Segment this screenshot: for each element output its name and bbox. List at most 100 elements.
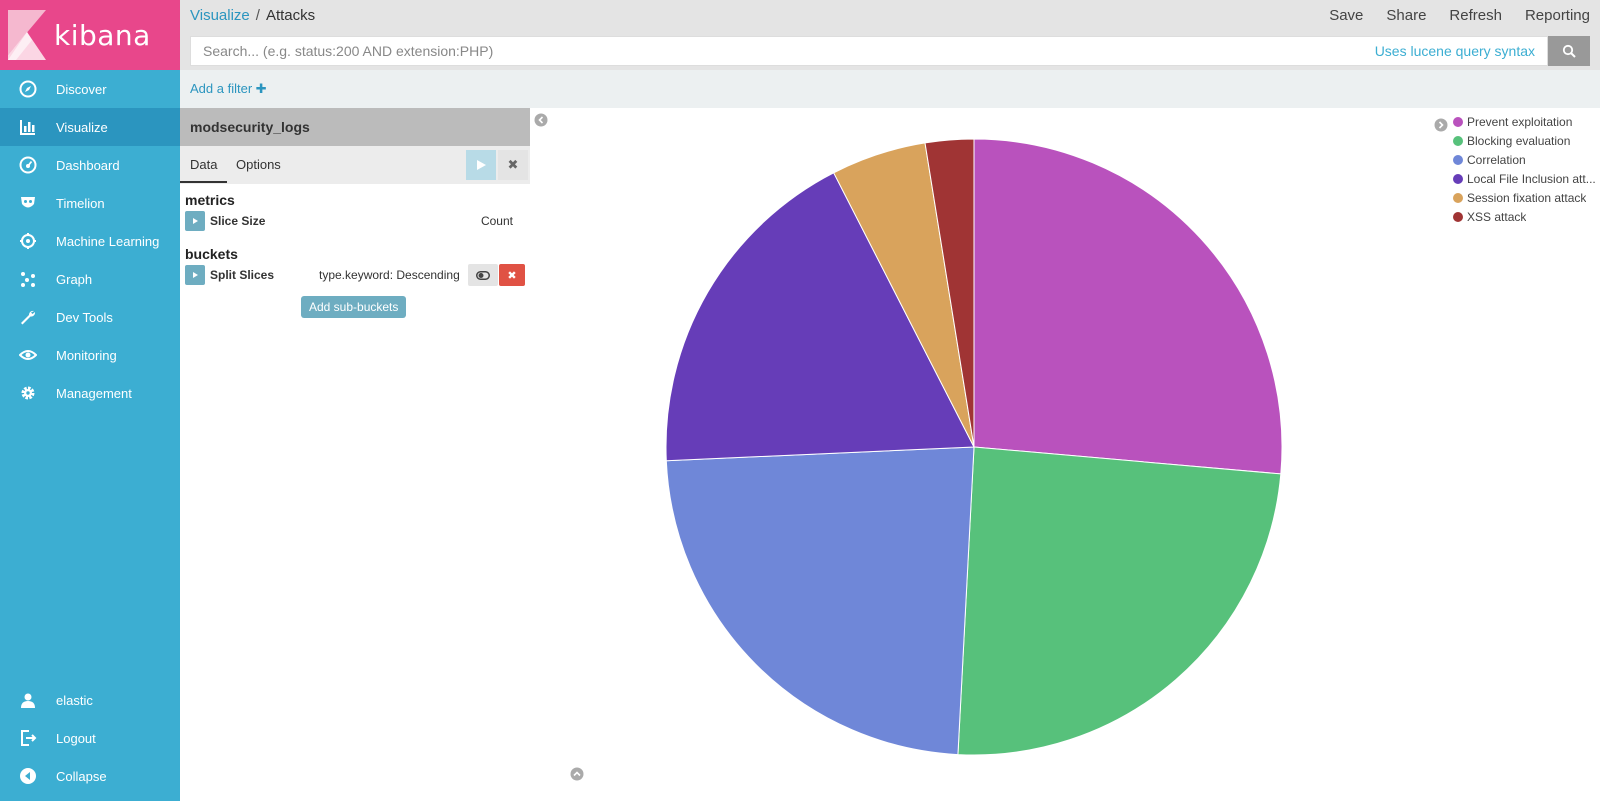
sidebar-item-dashboard[interactable]: Dashboard — [0, 146, 180, 184]
legend-label: Blocking evaluation — [1467, 133, 1571, 148]
sidebar-item-label: Collapse — [56, 768, 107, 784]
sidebar-item-dev-tools[interactable]: Dev Tools — [0, 298, 180, 336]
legend-label: Correlation — [1467, 152, 1526, 167]
sidebar-item-logout[interactable]: Logout — [0, 719, 180, 757]
save-button[interactable]: Save — [1329, 7, 1364, 24]
toggle-bucket-button[interactable] — [468, 264, 498, 286]
metrics-heading: metrics — [185, 192, 235, 208]
legend-item[interactable]: Correlation — [1453, 150, 1600, 169]
visualization-area: Prevent exploitation Blocking evaluation C… — [530, 108, 1600, 801]
legend-item[interactable]: Blocking evaluation — [1453, 131, 1600, 150]
search-bar: Search... (e.g. status:200 AND extension… — [190, 36, 1590, 66]
tab-options[interactable]: Options — [236, 157, 281, 172]
tab-data[interactable]: Data — [190, 157, 218, 172]
lucene-syntax-link[interactable]: Uses lucene query syntax — [1374, 43, 1535, 59]
reporting-button[interactable]: Reporting — [1524, 7, 1590, 24]
legend-item[interactable]: Prevent exploitation — [1453, 112, 1600, 131]
timelion-mask-icon — [18, 193, 38, 213]
sidebar-item-monitoring[interactable]: Monitoring — [0, 336, 180, 374]
legend-label: Session fixation attack — [1467, 190, 1587, 205]
add-sub-buckets-button[interactable]: Add sub-buckets — [301, 296, 407, 318]
eye-icon — [18, 345, 38, 365]
collapse-editor-button[interactable] — [534, 113, 548, 130]
legend-color-dot — [1453, 173, 1463, 184]
toggle-spy-panel-button[interactable] — [570, 767, 584, 784]
sidebar-item-label: Logout — [56, 730, 96, 746]
chevron-left-circle-icon — [534, 113, 548, 127]
sidebar-item-label: Monitoring — [56, 347, 117, 363]
breadcrumb-separator: / — [255, 7, 260, 24]
discard-changes-button[interactable]: ✖ — [498, 150, 528, 180]
metric-slice-size-row[interactable]: Slice Size Count — [185, 210, 525, 232]
index-pattern-title: modsecurity_logs — [180, 108, 530, 146]
sidebar-item-label: Visualize — [56, 119, 108, 135]
kibana-logo-icon — [8, 10, 46, 60]
search-placeholder: Search... (e.g. status:200 AND extension… — [203, 43, 494, 59]
wrench-icon — [18, 307, 38, 327]
share-button[interactable]: Share — [1386, 7, 1427, 24]
refresh-button[interactable]: Refresh — [1449, 7, 1502, 24]
legend-color-dot — [1453, 116, 1463, 127]
sidebar-item-timelion[interactable]: Timelion — [0, 184, 180, 222]
add-filter-label: Add a filter — [190, 81, 253, 96]
sidebar: kibana Discover Visualize Dashboard Timelio… — [0, 0, 180, 801]
search-input[interactable]: Search... (e.g. status:200 AND extension… — [190, 36, 1548, 66]
sidebar-item-label: Management — [56, 385, 132, 401]
top-actions: Save Share Refresh Reporting — [1329, 7, 1590, 24]
search-button[interactable] — [1548, 36, 1590, 66]
sidebar-item-label: Machine Learning — [56, 233, 160, 249]
sidebar-item-label: Graph — [56, 271, 93, 287]
bucket-split-slices-row[interactable]: Split Slices type.keyword: Descending ✖ — [185, 264, 525, 286]
kibana-logo[interactable]: kibana — [0, 0, 180, 70]
active-tab-indicator — [180, 181, 227, 183]
sidebar-item-label: elastic — [56, 692, 93, 708]
legend-item[interactable]: Local File Inclusion att... — [1453, 169, 1600, 188]
collapse-icon — [18, 766, 38, 786]
add-filter-button[interactable]: Add a filter ✚ — [190, 81, 267, 97]
pie-slice-local-file-inclusion-att[interactable] — [665, 172, 975, 462]
legend-label: Local File Inclusion att... — [1467, 171, 1596, 186]
legend-color-dot — [1453, 192, 1463, 203]
sidebar-item-machine-learning[interactable]: Machine Learning — [0, 222, 180, 260]
filter-bar: Add a filter ✚ — [180, 70, 1600, 108]
pie-slice-correlation[interactable] — [665, 446, 975, 756]
chevron-up-circle-icon — [570, 767, 584, 781]
plus-icon: ✚ — [255, 81, 267, 96]
legend-label: XSS attack — [1467, 209, 1527, 224]
breadcrumb: Visualize / Attacks — [190, 7, 315, 24]
vis-editor-panel: modsecurity_logs Data Options ✖ metrics … — [180, 108, 530, 801]
pie-chart — [665, 138, 1283, 756]
legend-item[interactable]: Session fixation attack — [1453, 188, 1600, 207]
pie-slice-prevent-exploitation[interactable] — [973, 138, 1283, 475]
sidebar-item-graph[interactable]: Graph — [0, 260, 180, 298]
legend-toggle-button[interactable] — [1434, 118, 1448, 135]
graph-icon — [18, 269, 38, 289]
pie-slice-xss-attack[interactable] — [924, 138, 975, 448]
apply-changes-button[interactable] — [466, 150, 496, 180]
sidebar-item-visualize[interactable]: Visualize — [0, 108, 180, 146]
legend-item[interactable]: XSS attack — [1453, 207, 1600, 226]
play-icon — [477, 160, 486, 170]
sidebar-item-collapse[interactable]: Collapse — [0, 757, 180, 795]
sidebar-item-label: Dashboard — [56, 157, 120, 173]
metric-label: Slice Size — [210, 214, 266, 228]
toggle-icon — [476, 270, 490, 280]
close-icon: ✖ — [507, 157, 519, 172]
machine-learning-icon — [18, 231, 38, 251]
sidebar-item-discover[interactable]: Discover — [0, 70, 180, 108]
chart-legend: Prevent exploitation Blocking evaluation C… — [1453, 112, 1600, 226]
remove-bucket-button[interactable]: ✖ — [499, 264, 525, 286]
expand-bucket-button[interactable] — [185, 265, 205, 285]
sidebar-item-label: Dev Tools — [56, 309, 113, 325]
close-icon: ✖ — [507, 269, 517, 282]
pie-slice-blocking-evaluation[interactable] — [957, 446, 1282, 756]
bucket-value: type.keyword: Descending — [319, 268, 460, 282]
sidebar-item-management[interactable]: Management — [0, 374, 180, 412]
editor-tabs: Data Options ✖ — [180, 146, 530, 184]
breadcrumb-visualize-link[interactable]: Visualize — [190, 7, 250, 24]
sidebar-item-elastic[interactable]: elastic — [0, 681, 180, 719]
expand-metric-button[interactable] — [185, 211, 205, 231]
metric-value: Count — [480, 214, 513, 228]
sidebar-bottom-nav: elastic Logout Collapse — [0, 681, 180, 801]
sidebar-item-label: Discover — [56, 81, 107, 97]
